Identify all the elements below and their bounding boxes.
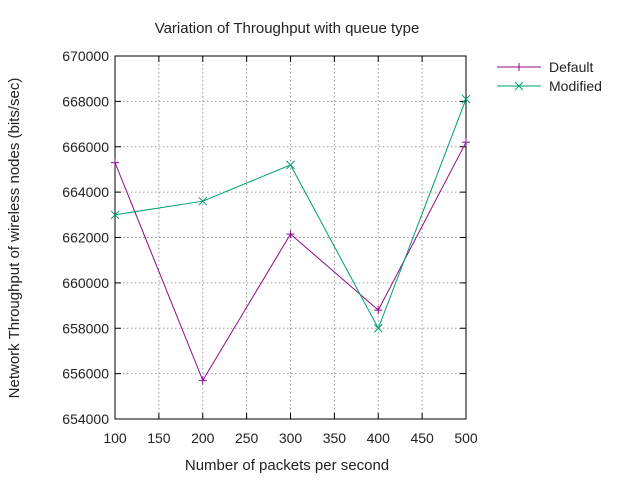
y-tick-label: 664000 — [62, 184, 109, 200]
series-modified — [110, 94, 471, 333]
y-tick-label: 656000 — [62, 366, 109, 382]
series-layer — [110, 94, 471, 385]
y-tick-label: 660000 — [62, 275, 109, 291]
x-tick-label: 150 — [147, 430, 171, 446]
x-tick-label: 400 — [367, 430, 391, 446]
data-point-modified — [110, 210, 120, 220]
y-tick-label: 662000 — [62, 230, 109, 246]
data-point-default — [374, 306, 383, 315]
legend: Default Modified — [497, 59, 602, 94]
legend-marker-modified — [514, 81, 524, 91]
legend-item-default: Default — [497, 59, 593, 75]
x-axis-label: Number of packets per second — [185, 457, 389, 474]
legend-item-modified: Modified — [497, 78, 602, 94]
legend-marker-default — [515, 63, 523, 71]
data-point-modified — [286, 160, 295, 170]
x-tick-label: 100 — [103, 430, 127, 446]
legend-label-modified: Modified — [549, 78, 602, 94]
x-tick-label: 350 — [323, 430, 347, 446]
x-tick-label: 300 — [279, 430, 303, 446]
y-tick-label: 668000 — [62, 93, 109, 109]
data-point-default — [462, 138, 470, 147]
data-point-modified — [198, 196, 208, 206]
x-tick-label: 200 — [191, 430, 215, 446]
data-point-modified — [461, 94, 471, 104]
y-tick-label: 654000 — [62, 411, 109, 427]
x-tick-label: 250 — [235, 430, 259, 446]
y-axis-label: Network Throughput of wireless nodes (bi… — [6, 78, 23, 399]
data-point-default — [198, 376, 207, 385]
legend-label-default: Default — [549, 59, 593, 75]
data-point-modified — [373, 323, 383, 333]
data-point-default — [111, 158, 119, 167]
grid — [115, 56, 466, 419]
chart-title: Variation of Throughput with queue type — [155, 20, 420, 37]
y-tick-label: 658000 — [62, 320, 109, 336]
series-default — [111, 138, 470, 385]
x-tick-label: 450 — [410, 430, 434, 446]
x-tick-label: 500 — [454, 430, 478, 446]
ticks: 654000 656000 658000 660000 662000 664000 6660… — [62, 48, 478, 446]
y-tick-label: 670000 — [62, 48, 109, 64]
y-tick-label: 666000 — [62, 139, 109, 155]
data-point-default — [286, 230, 295, 239]
